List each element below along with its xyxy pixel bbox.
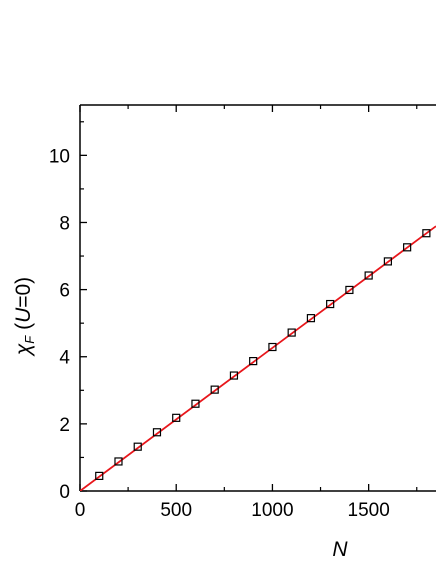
data-point <box>364 271 373 280</box>
data-point <box>114 457 123 466</box>
data-point <box>95 471 104 480</box>
data-point <box>172 413 181 422</box>
fit-line-layer <box>80 225 436 491</box>
y-axis-title-subscript: F <box>22 335 37 344</box>
x-tick-label: 500 <box>160 500 192 521</box>
y-tick-label: 4 <box>59 348 70 369</box>
data-point <box>229 371 239 380</box>
data-point <box>326 299 335 309</box>
x-tick-labels: 0 500 1000 1500 <box>75 500 390 521</box>
x-tick-label: 1500 <box>348 500 390 521</box>
data-point <box>306 314 316 323</box>
data-point <box>287 328 296 337</box>
x-tick-label: 1000 <box>251 500 293 521</box>
x-tick-label: 0 <box>75 500 86 521</box>
data-point <box>345 285 354 295</box>
y-tick-label: 2 <box>59 415 70 436</box>
y-tick-label: 8 <box>59 213 70 234</box>
y-axis-title-rest: =0) <box>12 277 35 308</box>
y-tick-labels: 0 2 4 6 8 10 <box>49 146 71 503</box>
data-markers <box>95 229 431 480</box>
data-point <box>268 342 277 352</box>
data-point <box>403 243 412 252</box>
data-point <box>249 357 258 366</box>
y-axis-title: χF (U=0) <box>12 277 37 357</box>
data-point <box>383 257 392 266</box>
y-tick-label: 6 <box>59 281 70 302</box>
plot-frame <box>79 104 436 492</box>
data-point <box>191 399 200 408</box>
data-point <box>152 428 162 437</box>
y-tick-label: 0 <box>59 482 70 503</box>
y-axis-title-variable: U <box>12 307 35 323</box>
data-point <box>210 385 219 394</box>
axis-ticks <box>79 105 418 492</box>
fit-line <box>80 225 436 491</box>
y-axis-title-symbol: χ <box>12 343 35 357</box>
x-axis-title: N <box>332 538 348 561</box>
data-point <box>133 442 142 451</box>
data-point <box>422 229 431 238</box>
y-axis-title-open: ( <box>12 323 35 336</box>
y-tick-label: 10 <box>49 146 70 167</box>
